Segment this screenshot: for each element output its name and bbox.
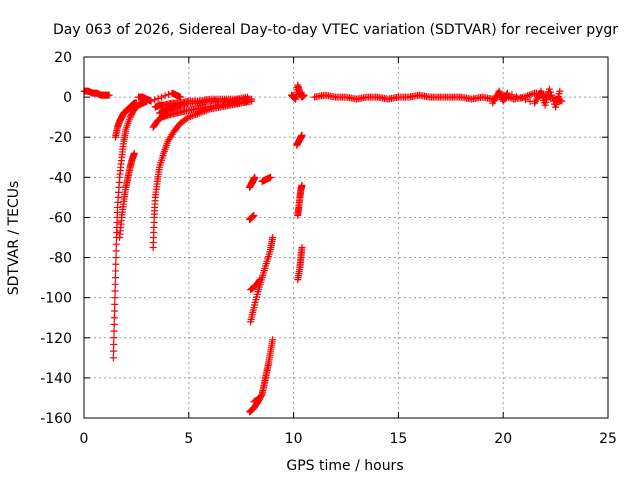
- x-tick-label: 15: [389, 431, 407, 447]
- y-tick-label: 0: [63, 90, 72, 106]
- data-point-marker: [176, 93, 184, 101]
- x-axis-label: GPS time / hours: [286, 458, 403, 474]
- chart-title: Day 063 of 2026, Sidereal Day-to-day VTE…: [53, 22, 618, 38]
- data-point-marker: [512, 92, 520, 100]
- data-point-marker: [110, 320, 118, 328]
- data-point-marker: [269, 336, 277, 344]
- data-markers: [80, 81, 566, 416]
- data-point-marker: [496, 89, 504, 97]
- data-point-marker: [256, 394, 264, 402]
- data-point-marker: [111, 294, 119, 302]
- data-point-marker: [111, 274, 119, 282]
- data-point-marker: [111, 280, 119, 288]
- data-point-marker: [110, 314, 118, 322]
- x-tick-label: 20: [494, 431, 512, 447]
- data-point-marker: [112, 260, 120, 268]
- data-point-marker: [112, 240, 120, 248]
- data-point-marker: [522, 96, 530, 104]
- data-point-marker: [300, 91, 308, 99]
- y-axis-ticks: 20 0 -20 -40 -60 -80 -100 -120 -140 -160: [40, 50, 608, 427]
- data-point-marker: [105, 91, 113, 99]
- y-tick-label: -140: [40, 371, 72, 387]
- series-drop-8e: [258, 173, 275, 185]
- y-tick-label: -20: [49, 130, 72, 146]
- series-late-flat: [311, 89, 566, 105]
- y-tick-label: -40: [49, 170, 72, 186]
- y-tick-label: -100: [40, 291, 72, 307]
- data-point-marker: [110, 334, 118, 342]
- data-point-marker: [556, 87, 564, 95]
- data-point-marker: [250, 211, 258, 219]
- data-point-marker: [112, 267, 120, 275]
- data-point-marker: [298, 131, 306, 139]
- x-axis-ticks: 0 5 10 15 20 25: [80, 57, 617, 447]
- series-drop-8c: [247, 234, 277, 326]
- data-point-marker: [109, 354, 117, 362]
- x-tick-label: 5: [184, 431, 193, 447]
- series-drop-8b: [246, 211, 258, 223]
- data-point-marker: [517, 94, 525, 102]
- y-axis-label: SDTVAR / TECUs: [6, 181, 22, 296]
- series-drop-8d: [247, 276, 264, 294]
- series-drop-8a: [246, 173, 259, 191]
- series-drop-10b: [294, 181, 306, 219]
- series-drop-10c: [294, 244, 306, 284]
- data-point-marker: [298, 244, 306, 252]
- series-arc-d: [149, 97, 256, 252]
- data-point-marker: [298, 181, 306, 189]
- y-tick-label: 20: [54, 50, 72, 66]
- data-point-marker: [496, 90, 504, 98]
- data-point-marker: [111, 307, 119, 315]
- series-arc-c: [116, 149, 138, 241]
- series-drop-10a: [293, 131, 306, 149]
- data-point-marker: [503, 89, 511, 97]
- data-point-marker: [547, 91, 555, 99]
- data-point-marker: [132, 99, 140, 107]
- data-point-marker: [110, 347, 118, 355]
- data-point-marker: [546, 88, 554, 96]
- y-tick-label: -120: [40, 331, 72, 347]
- data-point-marker: [269, 234, 277, 241]
- series-late-spread: [489, 85, 564, 111]
- data-point-marker: [154, 94, 162, 102]
- data-point-marker: [112, 254, 120, 262]
- data-point-marker: [110, 327, 118, 335]
- series-drop-8f: [246, 336, 277, 416]
- data-point-marker: [548, 94, 556, 102]
- data-point-marker: [111, 300, 119, 308]
- y-tick-label: -60: [49, 210, 72, 226]
- data-point-marker: [151, 96, 159, 104]
- data-point-marker: [255, 277, 263, 285]
- series-seg-10: [288, 81, 308, 103]
- y-tick-label: -160: [40, 411, 72, 427]
- data-point-marker: [112, 247, 120, 255]
- data-point-marker: [255, 395, 263, 403]
- data-point-marker: [545, 85, 553, 93]
- data-point-marker: [111, 287, 119, 295]
- data-point-marker: [158, 93, 166, 101]
- series-arc-a: [109, 97, 151, 362]
- data-point-marker: [256, 276, 264, 284]
- data-point-marker: [495, 87, 503, 95]
- series-drop-8g: [250, 394, 264, 406]
- data-point-marker: [130, 149, 138, 157]
- data-point-marker: [248, 95, 256, 103]
- x-tick-label: 10: [285, 431, 303, 447]
- data-point-marker: [251, 173, 259, 181]
- series-arc-g: [155, 95, 256, 117]
- x-tick-label: 0: [80, 431, 89, 447]
- data-point-marker: [267, 173, 275, 181]
- series-seg-near-0: [134, 89, 184, 105]
- plot-frame: [83, 56, 609, 419]
- data-point-marker: [508, 91, 516, 99]
- data-point-marker: [183, 114, 191, 122]
- series-arc-b: [111, 99, 140, 141]
- data-point-marker: [161, 92, 169, 100]
- data-point-marker: [558, 97, 566, 105]
- data-point-marker: [147, 97, 155, 105]
- data-point-marker: [110, 340, 118, 348]
- x-tick-label: 25: [599, 431, 617, 447]
- y-tick-label: -80: [49, 251, 72, 267]
